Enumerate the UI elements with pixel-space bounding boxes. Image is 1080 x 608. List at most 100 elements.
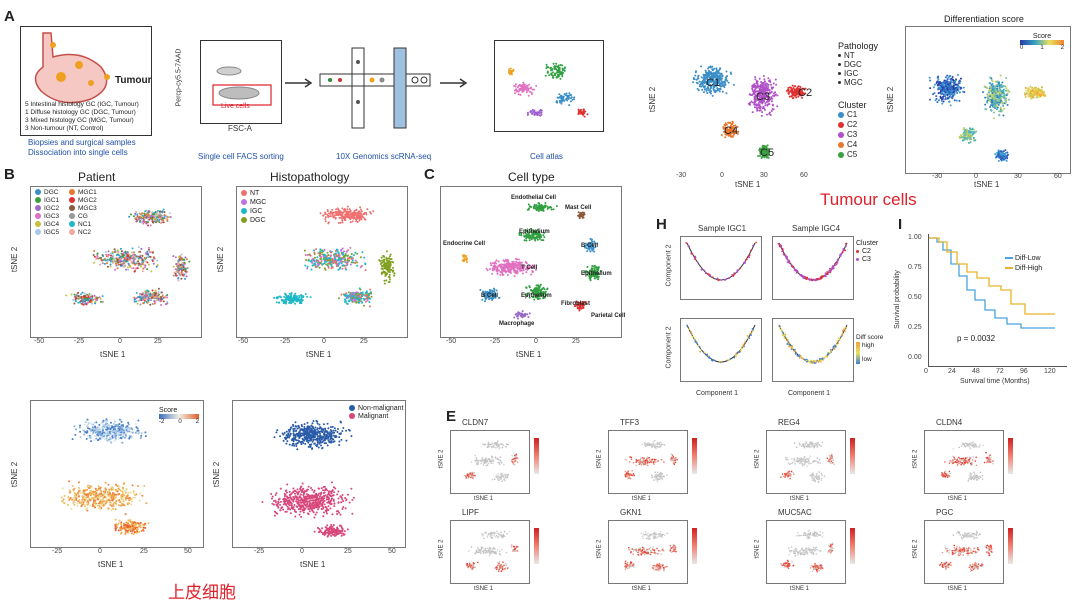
cell-point (991, 80, 994, 83)
cell-point (1006, 154, 1009, 157)
cell-point (582, 113, 585, 116)
cell-point (545, 67, 548, 70)
cell-point (158, 216, 161, 219)
cell-point (328, 215, 331, 218)
cell-point (998, 81, 1001, 84)
cell-point (700, 81, 703, 84)
cell-point (111, 261, 114, 264)
diff-xlabel: tSNE 1 (974, 180, 1000, 189)
cell-point (96, 252, 99, 255)
cell-point (385, 259, 388, 262)
cell-point (500, 270, 503, 273)
cell-point (320, 260, 323, 263)
cell-point (101, 295, 104, 298)
cell-point (559, 96, 562, 99)
cell-point (756, 86, 759, 89)
cell-point (951, 96, 954, 99)
cell-point (119, 247, 122, 250)
cell-point (562, 99, 565, 102)
cell-point (172, 255, 175, 258)
cell-point (131, 253, 134, 256)
cell-point (944, 76, 947, 79)
cell-point (184, 270, 187, 273)
cell-point (131, 251, 134, 254)
cell-point (550, 208, 553, 211)
cell-point (491, 269, 494, 272)
cell-point (542, 207, 545, 210)
cell-point (761, 107, 764, 110)
cell-point (586, 113, 589, 116)
cell-point (288, 299, 291, 302)
cell-point (994, 153, 997, 156)
cell-point (731, 135, 734, 138)
cell-point (174, 272, 177, 275)
cell-point (529, 110, 532, 113)
cell-point (948, 100, 951, 103)
sample-line: 1 Diffuse histology GC (DGC, Tumour) (25, 109, 136, 116)
cell-point (949, 74, 952, 77)
cell-point (532, 229, 535, 232)
cell-point (140, 293, 143, 296)
cell-point (116, 259, 119, 262)
cell-point (86, 298, 89, 301)
cell-point (364, 262, 367, 265)
cell-point (970, 131, 973, 134)
cell-point (804, 87, 807, 90)
cell-point (77, 291, 80, 294)
cell-point (530, 236, 533, 239)
cell-point (693, 78, 696, 81)
cell-point (75, 296, 78, 299)
cell-point (1031, 94, 1034, 97)
cell-point (523, 264, 526, 267)
cell-point (584, 244, 587, 247)
cell-point (737, 130, 740, 133)
cell-point (486, 290, 489, 293)
cell-point (942, 100, 945, 103)
cell-point (335, 259, 338, 262)
cell-point (764, 84, 767, 87)
cell-point (280, 296, 283, 299)
cell-point (709, 83, 712, 86)
cell-point (797, 91, 800, 94)
cell-point (762, 105, 765, 108)
cell-point (759, 93, 762, 96)
cell-point (298, 302, 301, 305)
cell-point (589, 237, 592, 240)
cell-point (565, 98, 568, 101)
cell-point (732, 124, 735, 127)
legend-item: IGC (241, 207, 266, 216)
cell-point (104, 250, 107, 253)
cell-point (369, 292, 372, 295)
x-tick: 30 (760, 172, 768, 179)
cell-point (161, 295, 164, 298)
cell-point (590, 275, 593, 278)
cell-point (313, 249, 316, 252)
cell-point (483, 294, 486, 297)
cell-point (751, 111, 754, 114)
cell-point (283, 295, 286, 298)
cell-point (776, 94, 779, 97)
cell-point (523, 84, 526, 87)
cell-point (708, 71, 711, 74)
cell-point (596, 267, 599, 270)
cell-point (164, 303, 167, 306)
cell-point (186, 266, 189, 269)
cell-point (348, 208, 351, 211)
cell-point (524, 232, 527, 235)
cell-point (949, 93, 952, 96)
cell-point (337, 255, 340, 258)
cell-point (594, 246, 597, 249)
cell-point (185, 271, 188, 274)
cell-point (725, 70, 728, 73)
cell-point (75, 295, 78, 298)
cell-point (525, 286, 528, 289)
cell-point (797, 95, 800, 98)
cell-point (350, 216, 353, 219)
cell-point (561, 100, 564, 103)
cell-point (577, 108, 580, 111)
cell-point (501, 267, 504, 270)
cell-point (336, 248, 339, 251)
cell-point (342, 264, 345, 267)
cell-point (134, 263, 137, 266)
cell-point (530, 93, 533, 96)
